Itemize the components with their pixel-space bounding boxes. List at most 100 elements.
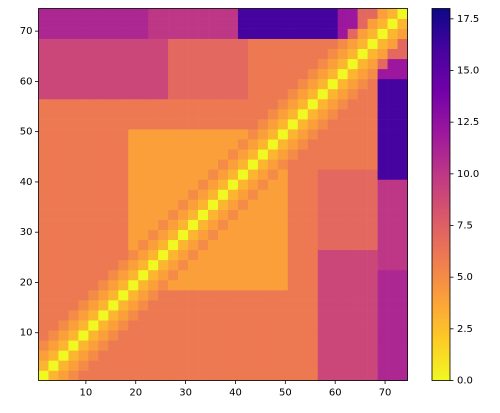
heatmap-cell — [387, 310, 398, 321]
heatmap-cell — [38, 279, 49, 291]
heatmap-cell — [227, 259, 239, 271]
heatmap-cell — [148, 169, 159, 180]
heatmap-cell — [267, 229, 279, 241]
heatmap-cell — [158, 179, 169, 190]
heatmap-cell — [297, 149, 309, 160]
heatmap-cell — [237, 98, 249, 110]
heatmap-cell — [257, 8, 269, 19]
heatmap-cell — [178, 159, 189, 170]
heatmap-cell — [88, 229, 99, 241]
heatmap-cell — [198, 58, 209, 70]
heatmap-cell — [158, 259, 169, 271]
heatmap-cell — [148, 370, 159, 381]
heatmap-cell — [237, 249, 249, 261]
heatmap-cell — [78, 320, 89, 331]
heatmap-cell — [367, 159, 378, 170]
heatmap-cell — [377, 239, 388, 251]
heatmap-cell — [178, 320, 189, 331]
heatmap-cell — [68, 300, 79, 311]
heatmap-cell — [128, 249, 139, 261]
heatmap-cell — [357, 58, 368, 70]
heatmap-cell — [267, 199, 279, 210]
heatmap-cell — [198, 290, 209, 301]
heatmap-cell — [237, 109, 249, 120]
heatmap-cell — [267, 300, 279, 311]
heatmap-cell — [297, 78, 309, 90]
heatmap-cell — [317, 8, 329, 19]
heatmap-cell — [118, 320, 129, 331]
heatmap-cell — [237, 159, 249, 170]
heatmap-cell — [247, 149, 259, 160]
heatmap-cell — [247, 179, 259, 190]
heatmap-cell — [38, 119, 49, 130]
heatmap-cell — [138, 88, 149, 100]
heatmap-cell — [58, 78, 69, 90]
heatmap-cell — [317, 48, 329, 60]
heatmap-cell — [257, 209, 269, 220]
heatmap-cell — [188, 310, 199, 321]
heatmap-cell — [138, 129, 149, 140]
heatmap-cell — [78, 290, 89, 301]
heatmap-cell — [347, 149, 358, 160]
heatmap-cell — [327, 38, 338, 50]
heatmap-cell — [68, 38, 79, 50]
heatmap-cell — [208, 370, 219, 381]
heatmap-cell — [168, 350, 179, 361]
colorbar-tick-label: 17.5 — [457, 14, 479, 25]
heatmap-cell — [158, 58, 169, 70]
heatmap-cell — [257, 310, 269, 321]
heatmap-cell — [188, 360, 199, 371]
heatmap-cell — [208, 320, 219, 331]
heatmap-cell — [237, 78, 249, 90]
heatmap-cell — [98, 109, 109, 120]
heatmap-cell — [198, 279, 209, 291]
heatmap-cell — [297, 259, 309, 271]
heatmap-cell — [387, 300, 398, 311]
heatmap-cell — [128, 209, 139, 220]
heatmap-cell — [307, 8, 319, 19]
heatmap-cell — [128, 129, 139, 140]
heatmap-cell — [237, 259, 249, 271]
heatmap-cell — [307, 320, 319, 331]
heatmap-cell — [38, 310, 49, 321]
heatmap-cell — [287, 139, 299, 150]
heatmap-cell — [377, 209, 388, 220]
heatmap-cell — [327, 98, 338, 110]
heatmap-cell — [337, 229, 348, 241]
heatmap-cell — [218, 8, 229, 19]
heatmap-cell — [397, 149, 408, 160]
heatmap-cell — [357, 219, 368, 230]
heatmap-cell — [357, 139, 368, 150]
heatmap-cell — [58, 290, 69, 301]
heatmap-cell — [337, 88, 348, 100]
heatmap-cell — [337, 109, 348, 120]
heatmap-cell — [158, 18, 169, 29]
heatmap-cell — [257, 58, 269, 70]
heatmap-cell — [377, 219, 388, 230]
heatmap-cell — [257, 68, 269, 80]
heatmap-cell — [198, 219, 209, 230]
heatmap-cell — [78, 58, 89, 70]
heatmap-cell — [68, 139, 79, 150]
heatmap-cell — [178, 18, 189, 29]
heatmap-cell — [377, 129, 388, 140]
heatmap-cell — [38, 58, 49, 70]
heatmap-cell — [287, 8, 299, 19]
heatmap-cell — [337, 28, 348, 39]
heatmap-cell — [227, 310, 239, 321]
heatmap-cell — [78, 129, 89, 140]
heatmap-cell — [367, 239, 378, 251]
heatmap-cell — [347, 109, 358, 120]
heatmap-cell — [98, 18, 109, 29]
heatmap-cell — [38, 109, 49, 120]
heatmap-cell — [367, 98, 378, 110]
heatmap-cell — [198, 38, 209, 50]
heatmap-cell — [48, 189, 59, 200]
heatmap-cell — [377, 159, 388, 170]
heatmap-cell — [178, 129, 189, 140]
heatmap-cell — [347, 370, 358, 381]
heatmap-cell — [188, 330, 199, 341]
heatmap-cell — [48, 139, 59, 150]
heatmap-cell — [307, 18, 319, 29]
heatmap-cell — [148, 139, 159, 150]
